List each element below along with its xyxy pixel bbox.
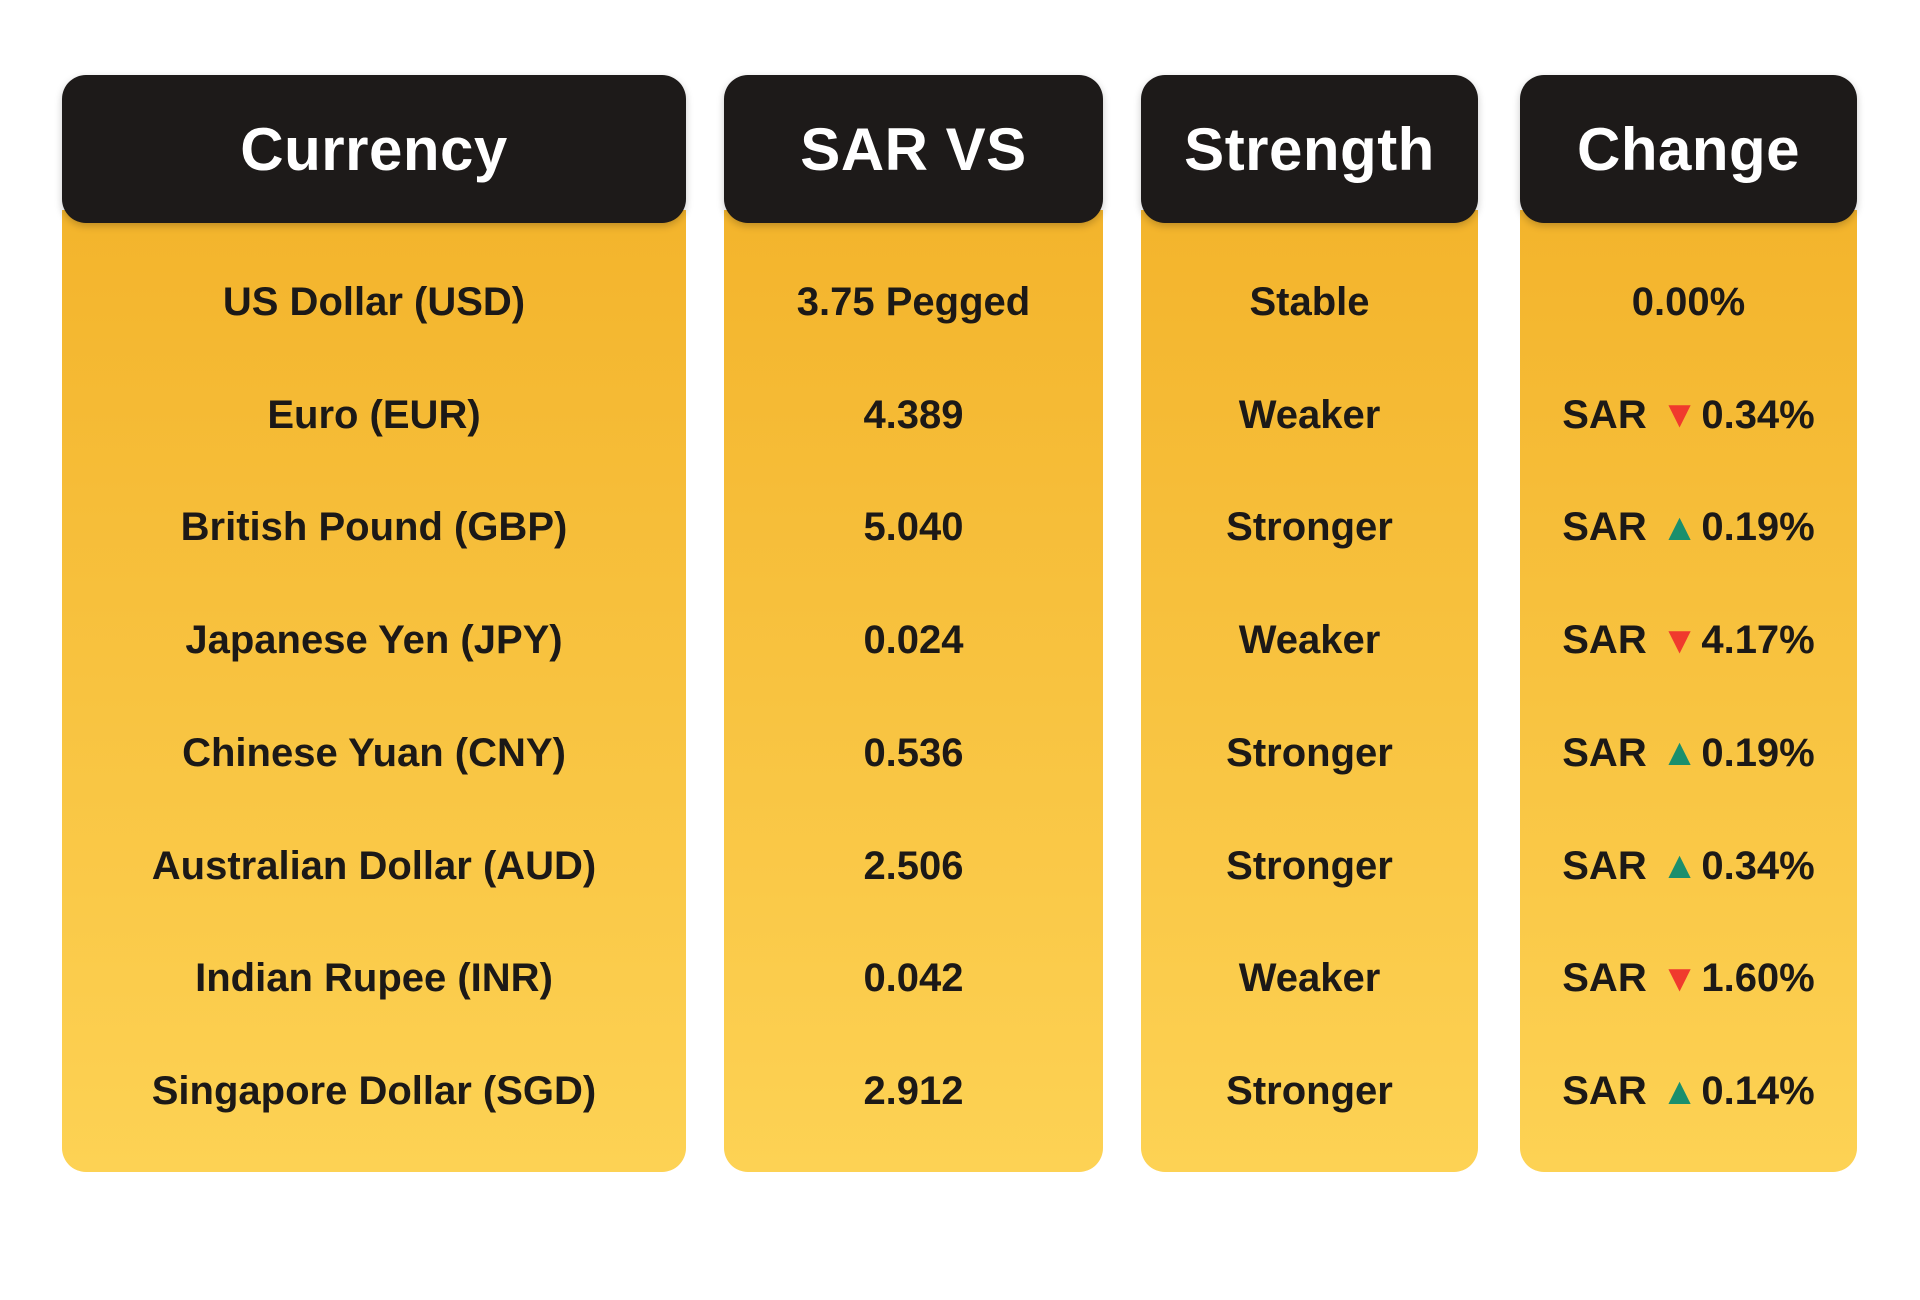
rate-cell: 0.024 — [863, 618, 964, 663]
change-cell: SAR ▲ 0.19% — [1520, 472, 1857, 585]
currency-cell: Singapore Dollar (SGD) — [151, 1069, 597, 1114]
column-body-strength: Stable Weaker Stronger Weaker Stronger S… — [1141, 210, 1478, 1172]
change-value: 0.14% — [1701, 1069, 1815, 1114]
currency-cell: Japanese Yen (JPY) — [185, 618, 563, 663]
change-cell: SAR ▼ 4.17% — [1520, 584, 1857, 697]
change-prefix: SAR — [1562, 1069, 1647, 1114]
change-prefix: SAR — [1562, 618, 1647, 663]
up-arrow-icon: ▲ — [1660, 845, 1699, 888]
down-arrow-icon: ▼ — [1660, 957, 1699, 1000]
change-prefix: SAR — [1562, 730, 1647, 775]
rate-cell: 4.389 — [863, 392, 964, 437]
currency-cell: Australian Dollar (AUD) — [151, 843, 597, 888]
strength-cell: Stronger — [1226, 843, 1393, 888]
change-prefix: SAR — [1562, 505, 1647, 550]
strength-cell: Stronger — [1226, 1069, 1393, 1114]
change-value: 0.34% — [1701, 392, 1815, 437]
rate-cell: 2.506 — [863, 843, 964, 888]
column-body-change: 0.00% SAR ▼ 0.34% SAR ▲ 0.19% SAR ▼ 4.17% SAR ▲… — [1520, 210, 1857, 1172]
change-value: 0.19% — [1701, 730, 1815, 775]
strength-cell: Stronger — [1226, 730, 1393, 775]
rate-cell: 5.040 — [863, 505, 964, 550]
up-arrow-icon: ▲ — [1660, 506, 1699, 549]
strength-cell: Stronger — [1226, 505, 1393, 550]
column-sar-vs: SAR VS 3.75 Pegged 4.389 5.040 0.024 0.5… — [724, 75, 1103, 1172]
currency-cell: Indian Rupee (INR) — [195, 956, 553, 1001]
column-currency: Currency US Dollar (USD) Euro (EUR) Brit… — [62, 75, 686, 1172]
change-cell: SAR ▼ 0.34% — [1520, 359, 1857, 472]
currency-cell: Chinese Yuan (CNY) — [182, 730, 566, 775]
strength-cell: Weaker — [1238, 956, 1381, 1001]
change-cell: SAR ▼ 1.60% — [1520, 923, 1857, 1036]
change-cell: SAR ▲ 0.19% — [1520, 697, 1857, 810]
rate-cell: 2.912 — [863, 1069, 964, 1114]
column-header-currency: Currency — [62, 75, 686, 223]
change-cell: SAR ▲ 0.34% — [1520, 810, 1857, 923]
rate-cell: 0.536 — [863, 730, 964, 775]
down-arrow-icon: ▼ — [1660, 619, 1699, 662]
column-header-change: Change — [1520, 75, 1857, 223]
column-change: Change 0.00% SAR ▼ 0.34% SAR ▲ 0.19% SAR ▼ 4.1… — [1520, 75, 1857, 1172]
change-prefix: SAR — [1562, 956, 1647, 1001]
change-cell: SAR ▲ 0.14% — [1520, 1035, 1857, 1148]
change-value: 0.19% — [1701, 505, 1815, 550]
column-body-currency: US Dollar (USD) Euro (EUR) British Pound… — [62, 210, 686, 1172]
change-value: 1.60% — [1701, 956, 1815, 1001]
rate-cell: 0.042 — [863, 956, 964, 1001]
column-strength: Strength Stable Weaker Stronger Weaker S… — [1141, 75, 1478, 1172]
strength-cell: Weaker — [1238, 392, 1381, 437]
up-arrow-icon: ▲ — [1660, 1070, 1699, 1113]
change-cell: 0.00% — [1520, 246, 1857, 359]
column-body-sar-vs: 3.75 Pegged 4.389 5.040 0.024 0.536 2.50… — [724, 210, 1103, 1172]
rate-cell: 3.75 Pegged — [796, 279, 1031, 324]
change-value: 0.00% — [1631, 279, 1746, 324]
up-arrow-icon: ▲ — [1660, 732, 1699, 775]
currency-cell: British Pound (GBP) — [180, 505, 568, 550]
strength-cell: Stable — [1249, 279, 1370, 324]
change-value: 4.17% — [1701, 618, 1815, 663]
column-header-strength: Strength — [1141, 75, 1478, 223]
strength-cell: Weaker — [1238, 618, 1381, 663]
column-header-sar-vs: SAR VS — [724, 75, 1103, 223]
down-arrow-icon: ▼ — [1660, 394, 1699, 437]
change-prefix: SAR — [1562, 392, 1647, 437]
currency-cell: Euro (EUR) — [267, 392, 481, 437]
currency-cell: US Dollar (USD) — [222, 279, 526, 324]
change-prefix: SAR — [1562, 843, 1647, 888]
change-value: 0.34% — [1701, 843, 1815, 888]
